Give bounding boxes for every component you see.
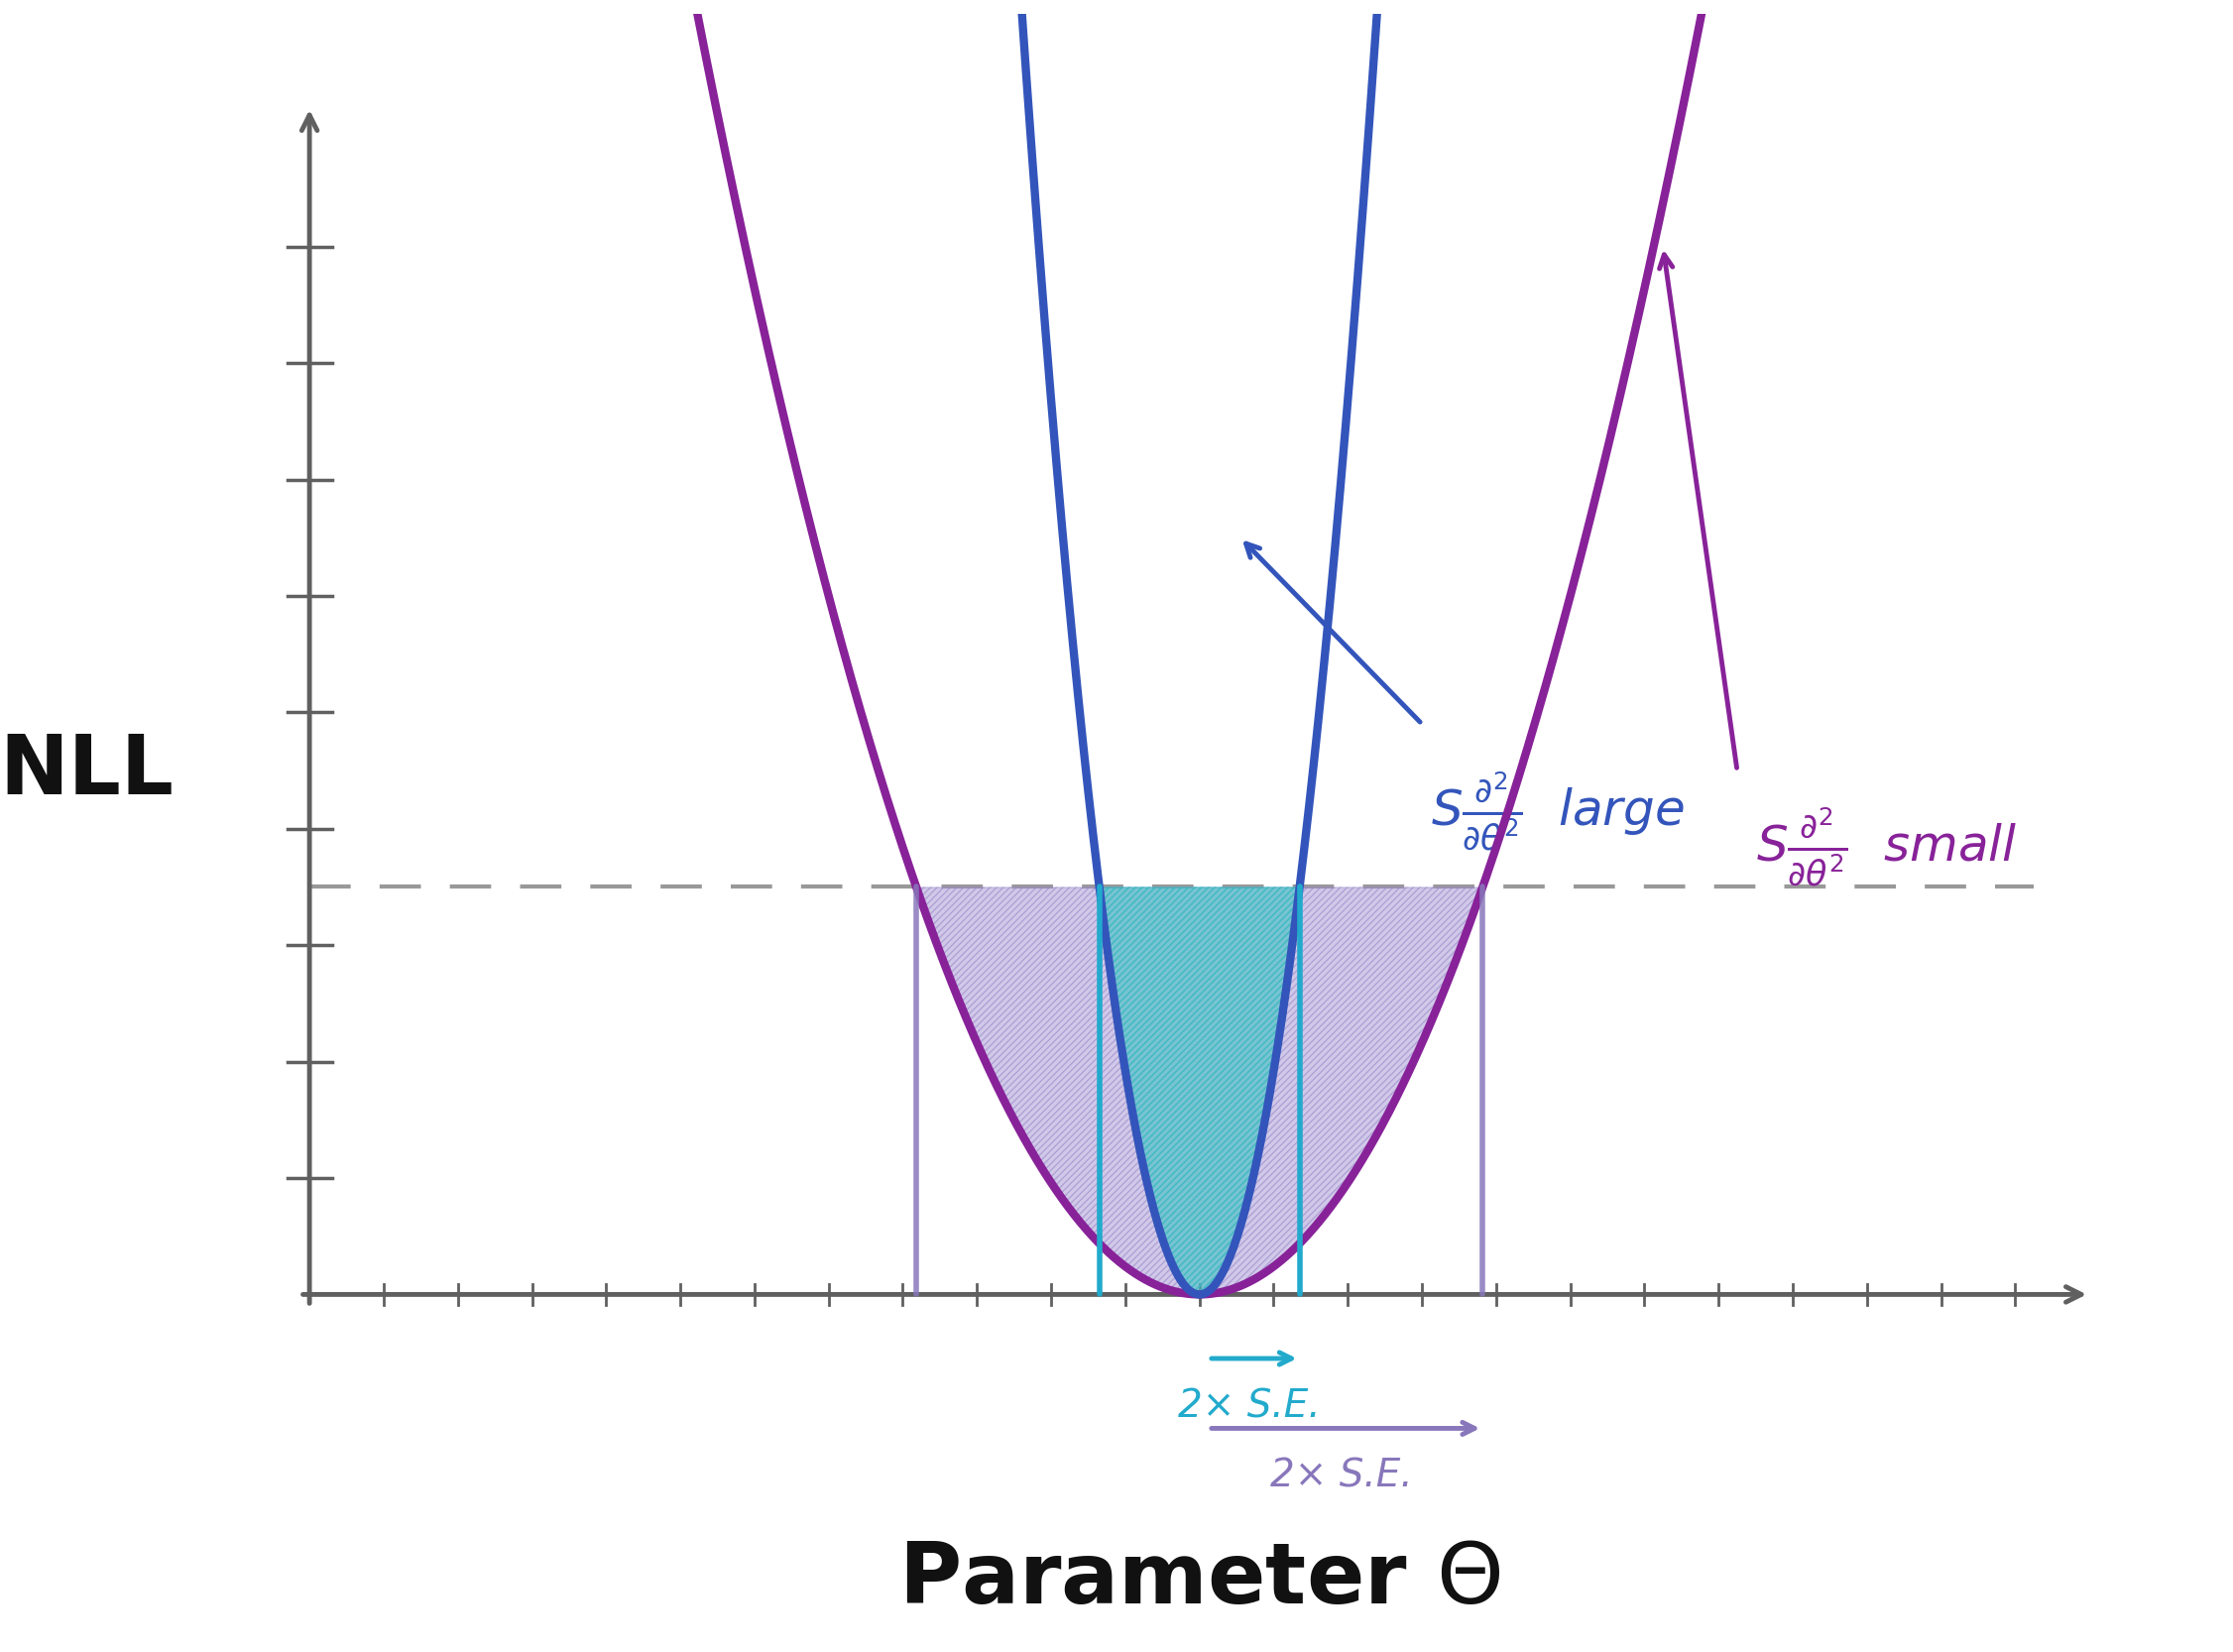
Text: NLL: NLL <box>0 730 174 811</box>
Text: 2× S.E.: 2× S.E. <box>1271 1457 1411 1495</box>
Text: $S\frac{\partial^2}{\partial\theta^2}$  small: $S\frac{\partial^2}{\partial\theta^2}$ s… <box>1755 806 2016 889</box>
Text: $S\frac{\partial^2}{\partial\theta^2}$  large: $S\frac{\partial^2}{\partial\theta^2}$ l… <box>1431 770 1686 852</box>
Text: Parameter $\Theta$: Parameter $\Theta$ <box>898 1540 1501 1621</box>
Text: 2× S.E.: 2× S.E. <box>1179 1388 1320 1426</box>
